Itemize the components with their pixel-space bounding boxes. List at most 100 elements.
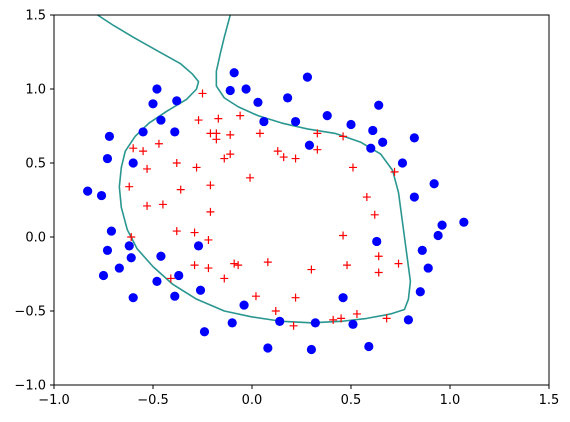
circle-point [172,96,182,106]
plus-point [263,258,272,267]
plus-point [192,163,201,172]
circle-point [417,245,427,255]
circle-point [138,127,148,137]
plus-point [291,293,300,302]
circle-point [128,293,138,303]
plus-point [158,200,167,209]
plus-point [212,135,221,144]
circle-point [415,287,425,297]
plus-point [313,145,322,154]
plus-point [362,193,371,202]
y-tick-label: −1.0 [14,379,46,394]
circle-point [409,133,419,143]
plus-point [289,321,298,330]
plus-point [125,182,134,191]
plus-point [390,167,399,176]
y-tick-label: 1.0 [25,83,46,98]
plus-point [339,132,348,141]
circle-point [174,270,184,281]
circle-point [199,327,210,337]
circle-point [124,241,134,251]
plus-point [226,150,235,159]
circle-point [403,315,414,325]
x-tick-label: 1.5 [539,393,560,408]
circle-point [126,253,136,263]
y-tick-label: −0.5 [14,305,46,320]
plus-point [271,307,280,315]
circle-point [259,116,269,127]
circle-point [310,318,320,328]
circle-point [302,72,313,82]
circle-point [397,158,408,168]
plus-point [394,259,403,268]
circle-point [368,125,378,136]
plus-point [143,164,152,173]
circle-point [106,226,117,236]
y-tick-label: 1.5 [25,9,46,24]
circle-point [263,343,273,353]
plus-point [198,89,207,98]
y-axis: −1.0 −0.5 0.0 0.5 1.0 1.5 [14,9,54,394]
x-tick-label: −1.0 [38,393,70,408]
plus-point [374,268,383,277]
circle-point [241,84,251,94]
plus-point [172,159,181,167]
y-tick-label: 0.0 [25,231,46,246]
plus-point [291,154,300,163]
plot-frame [53,14,550,386]
plus-point [337,314,346,323]
circle-point [459,217,469,227]
plus-point [348,163,357,172]
plus-point [382,314,391,323]
x-tick-label: −0.5 [137,393,169,408]
plus-point [352,309,361,318]
plus-point [129,144,138,153]
circle-point [102,245,113,255]
circle-point [102,153,113,164]
circle-point [423,263,433,273]
plus-point [204,235,213,244]
circle-point [338,293,348,303]
circle-point [372,236,382,247]
plus-point [246,173,255,182]
circle-point [275,316,285,326]
plus-point [343,261,352,270]
plus-point [127,233,136,241]
plus-point [206,207,215,216]
plus-point [230,259,239,268]
plus-point [313,129,322,138]
plus-point [329,315,338,324]
circle-point [148,99,158,109]
plus-point [166,274,175,283]
circle-point [253,97,263,107]
circle-point [96,190,107,201]
x-tick-label: 0.0 [242,393,263,408]
circle-point [366,143,376,153]
plus-point [273,147,282,156]
plus-point [339,231,348,240]
circle-point [306,344,316,355]
plus-point [226,130,235,139]
plus-point [255,129,264,138]
circle-point [346,119,356,130]
y-tick-label: 0.5 [25,157,46,172]
circle-point [128,158,138,168]
circle-point [225,85,235,96]
plus-point [236,111,245,120]
plus-point [307,265,316,274]
plus-point [374,252,383,261]
circle-point [156,115,166,125]
circle-point [227,318,237,328]
plus-point [176,185,185,194]
circle-point [104,131,115,141]
circle-point [114,263,124,273]
plus-point [251,292,260,301]
circle-point [239,300,249,310]
plus-point [206,181,215,190]
x-tick-label: 0.5 [341,393,362,408]
circle-point [195,285,206,295]
plus-point [194,116,203,125]
circle-point [98,270,109,281]
circle-point [304,140,315,150]
circle-point [170,291,180,301]
